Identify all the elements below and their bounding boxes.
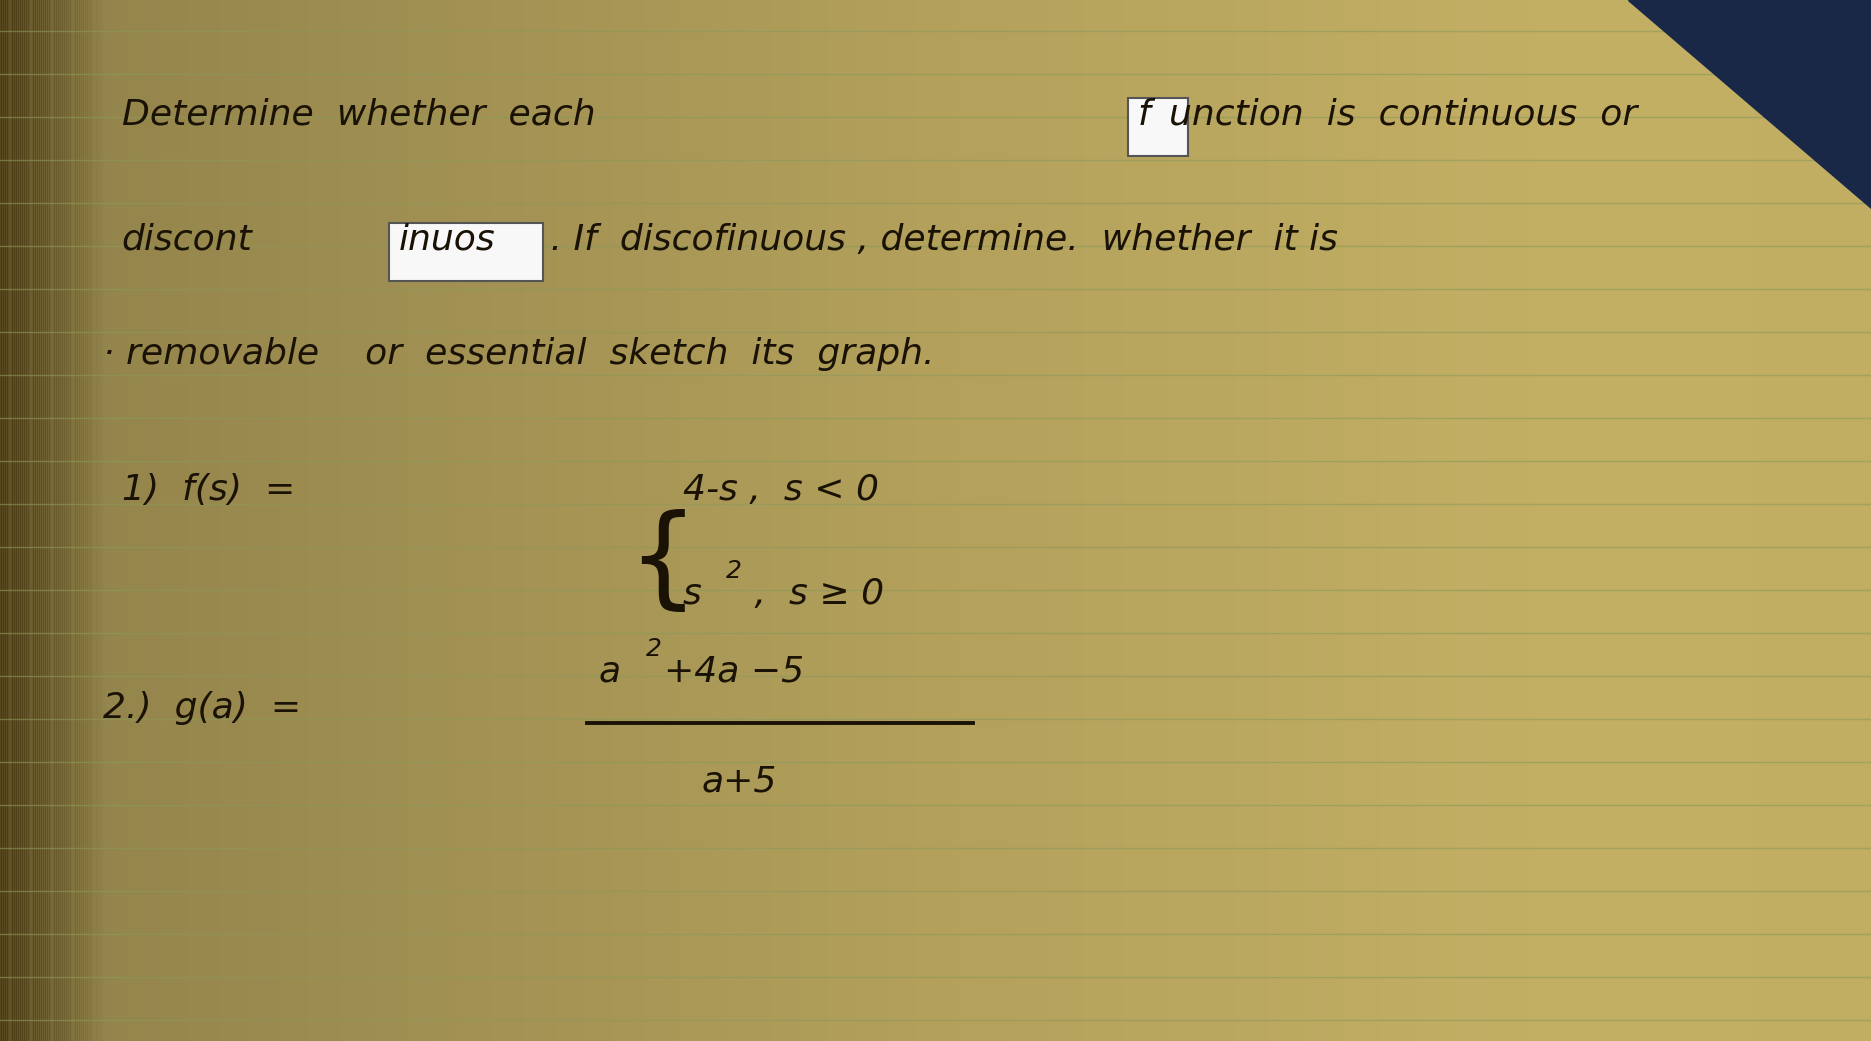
Text: 4-s ,  s < 0: 4-s , s < 0 <box>683 473 879 507</box>
Text: 1)  f(s)  =: 1) f(s) = <box>122 473 296 507</box>
Text: 2: 2 <box>645 637 660 661</box>
Text: {: { <box>627 509 698 615</box>
FancyBboxPatch shape <box>1128 98 1188 156</box>
Text: ,  s ≥ 0: , s ≥ 0 <box>743 577 883 611</box>
FancyBboxPatch shape <box>389 223 543 281</box>
Text: s: s <box>683 577 702 611</box>
Text: a+5: a+5 <box>702 764 776 798</box>
Text: a: a <box>599 655 621 689</box>
Text: · removable    or  essential  sketch  its  graph.: · removable or essential sketch its grap… <box>103 337 934 372</box>
Text: f: f <box>1138 98 1151 132</box>
Polygon shape <box>1628 0 1871 208</box>
Text: . If  discofinuous , determine.  whether  it is: . If discofinuous , determine. whether i… <box>539 223 1338 257</box>
Text: inuos: inuos <box>399 223 496 257</box>
Text: +4a −5: +4a −5 <box>664 655 805 689</box>
Text: 2.)  g(a)  =: 2.) g(a) = <box>103 691 301 726</box>
Text: Determine  whether  each: Determine whether each <box>122 98 595 132</box>
Text: unction  is  continuous  or: unction is continuous or <box>1169 98 1637 132</box>
Text: discont: discont <box>122 223 253 257</box>
Text: 2: 2 <box>726 559 741 583</box>
